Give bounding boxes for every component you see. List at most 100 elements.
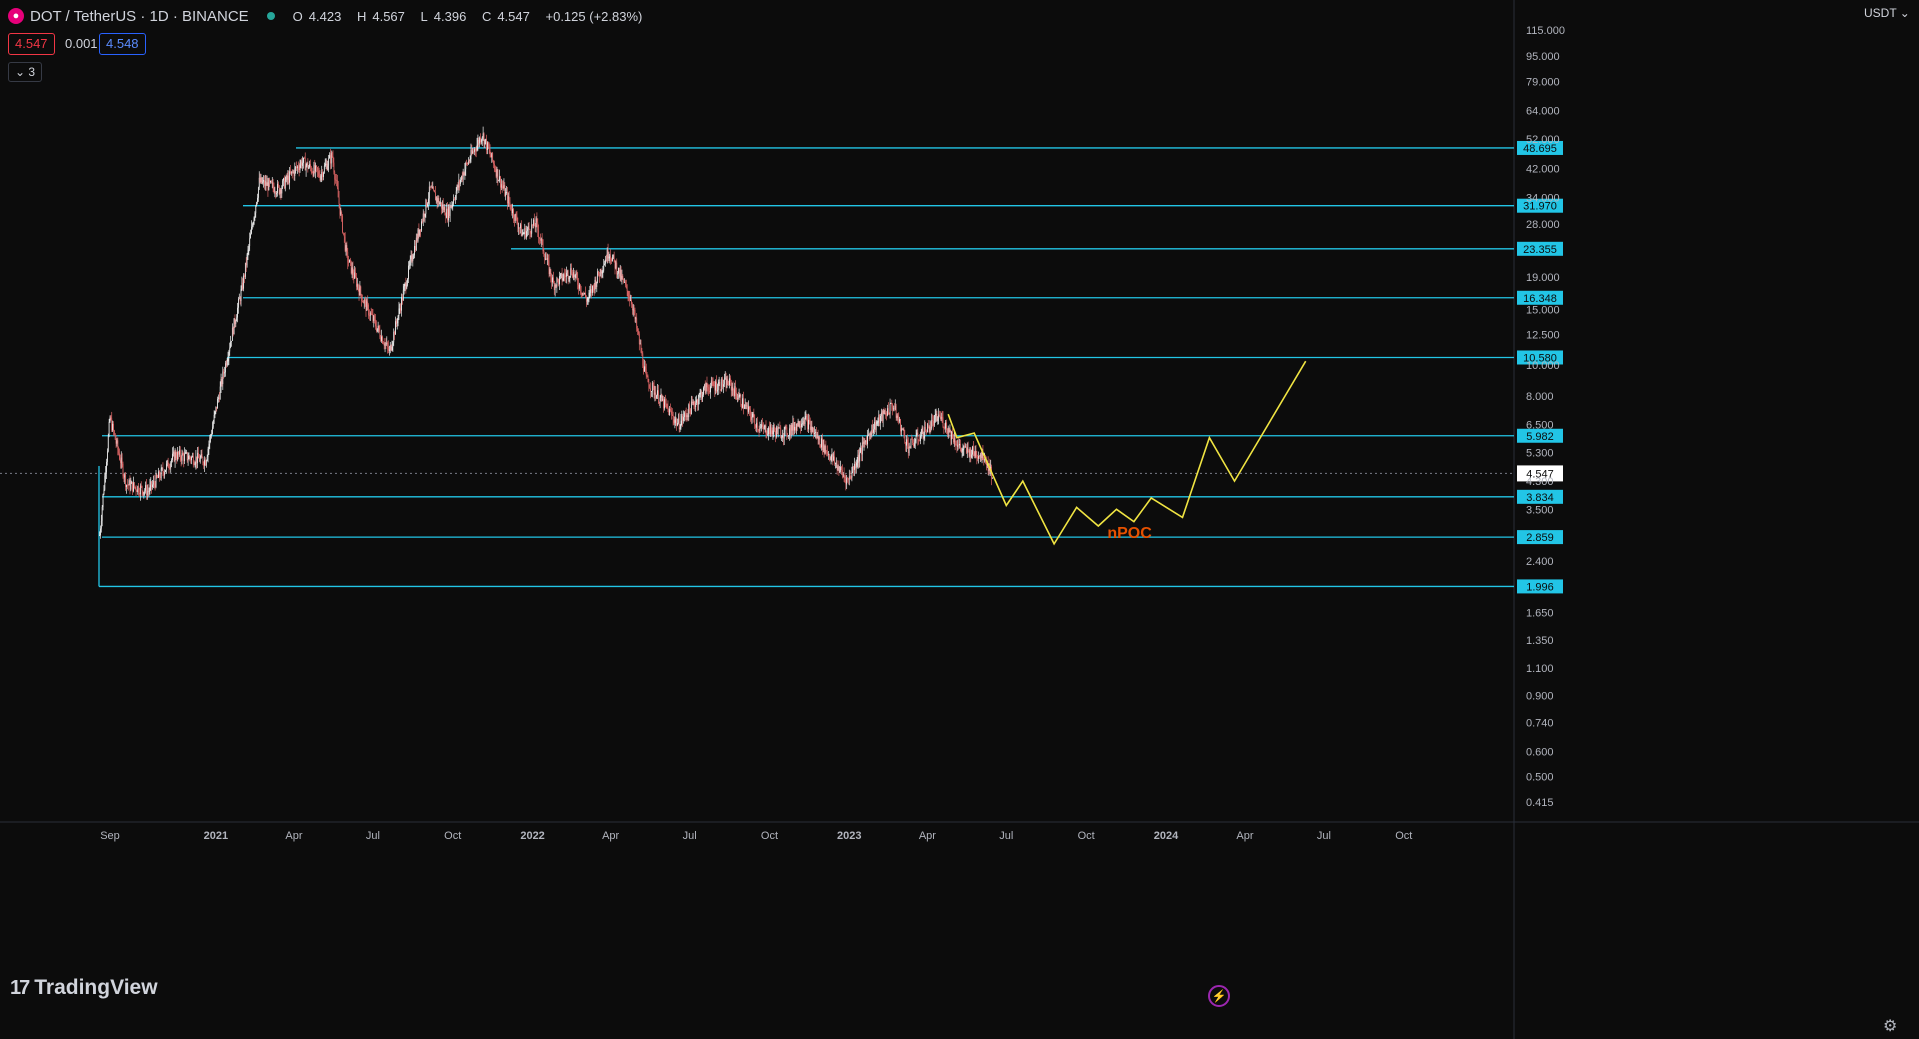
buy-price-button[interactable]: 4.548 (99, 33, 146, 55)
candle-body (540, 238, 542, 241)
candle-body (429, 186, 431, 188)
lightning-icon[interactable]: ⚡ (1208, 985, 1230, 1007)
candle-body (430, 186, 432, 188)
level-price-label: 5.982 (1526, 431, 1554, 443)
gear-icon[interactable]: ⚙ (1883, 1018, 1898, 1035)
candle-body (936, 413, 938, 421)
candle-body (560, 273, 562, 275)
time-axis[interactable]: Sep 2021 Apr Jul Oct 2022 Apr Jul Oct 2023 Apr Jul O… (100, 830, 1412, 842)
level-price-tag[interactable] (1517, 428, 1563, 443)
candle-body (440, 202, 441, 204)
level-price-label: 1.996 (1526, 581, 1554, 593)
candle-body (106, 451, 108, 462)
symbol-title[interactable]: DOT / TetherUS · 1D · BINANCE (30, 7, 249, 25)
candle-body (375, 326, 377, 331)
candle-body (455, 191, 457, 199)
level-price-tag[interactable] (1517, 140, 1563, 155)
candle-body (703, 384, 705, 388)
candle-body (877, 421, 879, 423)
tradingview-logo[interactable]: 17 TradingView (10, 976, 158, 1000)
candle-body (824, 445, 826, 453)
price-axis[interactable]: 48.695 31.970 23.355 16.348 10.580 5.982 3.834… (1517, 25, 1565, 809)
candle-body (788, 435, 789, 437)
candle-body (549, 269, 551, 275)
candle-body (646, 375, 648, 377)
candle-body (651, 382, 653, 392)
candle-body (474, 148, 476, 151)
candle-body (191, 457, 192, 461)
candle-body (783, 429, 785, 439)
candle-body (341, 211, 343, 216)
level-price-tag[interactable] (1517, 579, 1563, 594)
candle-body (145, 485, 146, 491)
candle-body (349, 259, 350, 263)
candle-body (912, 438, 914, 444)
candle-body (657, 390, 659, 403)
candle-body (637, 328, 638, 332)
candle-body (458, 180, 460, 188)
candle-body (255, 205, 257, 214)
candle-body (290, 171, 291, 174)
candle-body (321, 172, 323, 176)
candle-body (732, 386, 734, 391)
candle-body (947, 427, 949, 434)
candle-body (194, 463, 196, 465)
indicators-count: 3 (28, 65, 36, 79)
candle-body (644, 366, 645, 372)
level-price-tag[interactable] (1517, 530, 1563, 545)
candle-body (527, 226, 529, 230)
candle-body (257, 187, 259, 198)
candle-body (150, 481, 152, 486)
candle-body (291, 171, 293, 173)
candle-body (801, 423, 802, 428)
level-price-tag[interactable] (1517, 241, 1563, 256)
candle-body (682, 416, 684, 421)
candle-body (774, 427, 776, 431)
candle-body (107, 435, 109, 452)
candle-body (535, 218, 537, 228)
candle-body (300, 161, 302, 166)
candle-body (288, 175, 290, 183)
candle-body (913, 443, 915, 447)
candle-body (871, 424, 873, 436)
candle-body (707, 387, 709, 389)
candle-body (906, 439, 907, 446)
candle-body (108, 421, 110, 436)
price-tick-label: 12.500 (1526, 330, 1560, 342)
candle-body (482, 133, 484, 138)
price-tick-label: 2.400 (1526, 556, 1554, 568)
candle-body (955, 444, 957, 446)
candle-body (870, 432, 872, 436)
candle-body (238, 298, 240, 300)
candle-body (753, 413, 755, 419)
indicators-toggle[interactable]: ⌄ 3 (8, 62, 43, 82)
candle-body (330, 153, 332, 164)
candle-body (794, 426, 796, 431)
candle-body (839, 470, 841, 473)
projection-path (947, 360, 1307, 546)
sell-price-button[interactable]: 4.547 (8, 33, 55, 55)
candle-body (168, 467, 170, 469)
last-price-tag[interactable] (1517, 465, 1563, 482)
level-price-tag[interactable] (1517, 350, 1563, 365)
level-price-tag[interactable] (1517, 290, 1563, 305)
candle-body (444, 207, 446, 216)
candle-body (927, 423, 929, 426)
level-price-tag[interactable] (1517, 198, 1563, 213)
candle-body (671, 414, 673, 415)
candle-body (600, 269, 602, 274)
candle-body (166, 460, 168, 464)
candle-body (350, 260, 352, 274)
candle-body (119, 453, 120, 460)
candle-body (316, 167, 318, 171)
level-price-tag[interactable] (1517, 489, 1563, 504)
currency-selector[interactable]: USDT ⌄ (1864, 6, 1910, 20)
candle-body (771, 430, 773, 435)
candle-body (820, 445, 822, 448)
candle-body (328, 158, 330, 166)
candle-body (831, 454, 833, 457)
candle-body (721, 378, 723, 391)
candle-body (584, 293, 586, 294)
level-price-label: 16.348 (1523, 293, 1557, 305)
